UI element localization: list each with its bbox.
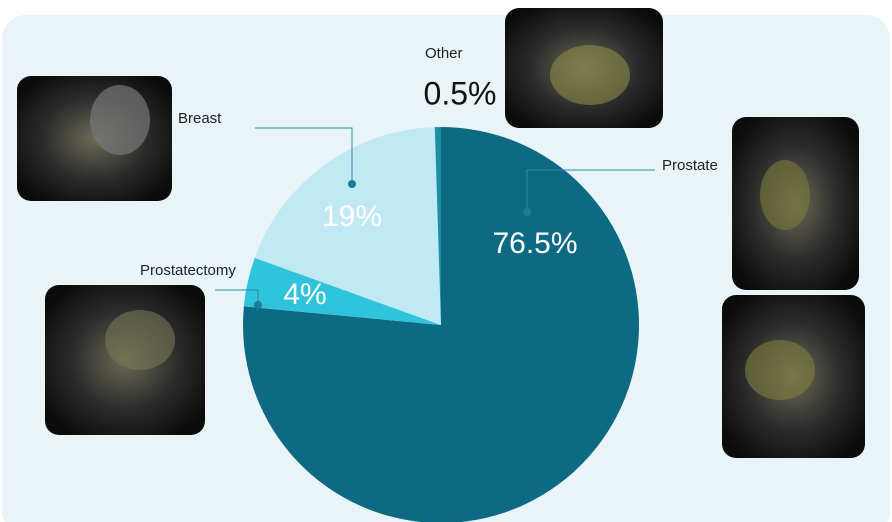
- scan-detail: [745, 340, 815, 400]
- scan-detail: [550, 45, 630, 105]
- value-label: 76.5%: [492, 227, 577, 260]
- pie-slice: [243, 127, 639, 522]
- value-label: 4%: [283, 278, 326, 311]
- pie: [243, 127, 639, 522]
- scan-images: [17, 8, 865, 458]
- value-label: 0.5%: [424, 75, 497, 111]
- category-label: Prostate: [662, 157, 718, 174]
- scan-detail: [90, 85, 150, 155]
- leader-dot: [523, 208, 531, 216]
- category-label: Breast: [178, 110, 222, 127]
- scan-image: [17, 76, 172, 201]
- scan-detail: [105, 310, 175, 370]
- pie-slice: [434, 127, 441, 325]
- pie-slice: [243, 257, 441, 325]
- category-label: Other: [425, 45, 463, 62]
- pie-slice: [254, 127, 441, 325]
- value-label: 19%: [322, 200, 382, 233]
- leader-dot: [348, 180, 356, 188]
- scan-detail: [760, 160, 810, 230]
- leader-line: [255, 127, 353, 184]
- category-label: Prostatectomy: [140, 262, 236, 279]
- leader-line: [215, 289, 259, 305]
- labels: 76.5% Prostate 4% Prostatectomy 19% Breast 0.5…: [140, 45, 718, 311]
- leader-line: [526, 169, 655, 212]
- leader-dot: [254, 301, 262, 309]
